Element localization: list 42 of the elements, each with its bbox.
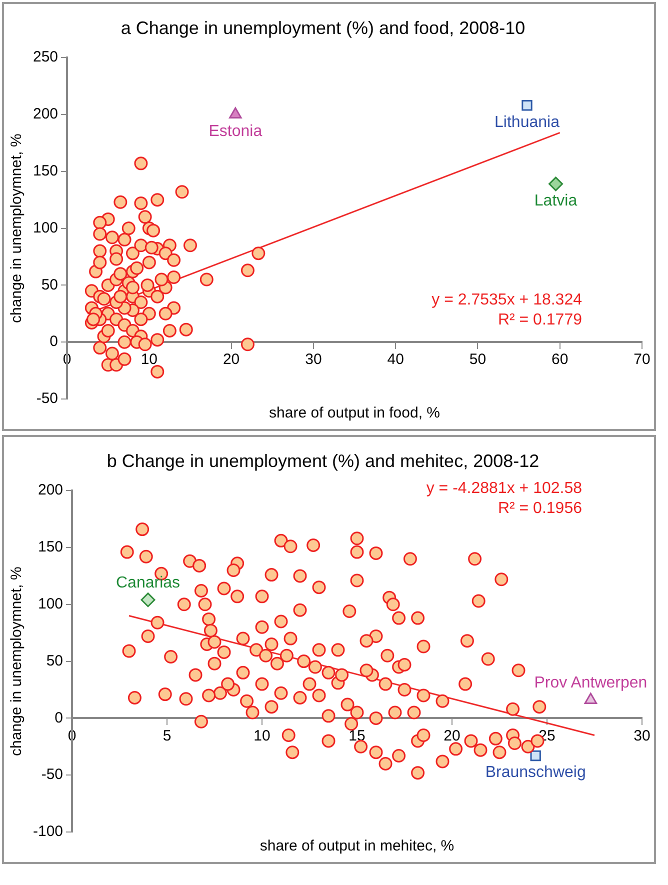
x-tick-label: 5: [162, 727, 172, 744]
annotation: R² = 0.1779: [498, 312, 582, 329]
annotation: R² = 0.1956: [498, 500, 582, 518]
series-label: Canarias: [116, 574, 180, 592]
chart-title: b Change in unemployment (%) and mehitec, 2008-12: [106, 450, 540, 471]
y-tick-label: -50: [41, 766, 64, 784]
annotation: y = 2.7535x + 18.324: [432, 292, 582, 309]
y-tick-label: 150: [32, 162, 58, 180]
y-tick-label: 50: [41, 276, 58, 294]
series-label: Estonia: [208, 122, 262, 140]
y-axis-title: change in unemploymnet, %: [8, 566, 26, 756]
x-tick-label: 20: [444, 727, 460, 744]
x-tick-label: 30: [305, 351, 322, 368]
chart-title: a Change in unemployment (%) and food, 2008-10: [120, 18, 526, 38]
y-tick-label: 250: [32, 48, 58, 66]
y-tick-label: 100: [32, 219, 58, 236]
x-tick-label: 70: [634, 351, 650, 368]
series-label: Lithuania: [494, 114, 560, 131]
x-tick-label: 20: [222, 351, 240, 368]
y-tick-label: 0: [50, 333, 58, 350]
x-tick-label: 15: [348, 727, 366, 744]
y-tick-label: -100: [32, 823, 64, 840]
y-axis-title: change in unemploymnet, %: [8, 134, 26, 323]
x-tick-label: 50: [469, 351, 486, 368]
x-axis-title: share of output in mehitec, %: [260, 838, 454, 855]
annotation: y = -4.2881x + 102.58: [426, 480, 582, 498]
y-tick-label: 100: [38, 596, 64, 613]
x-tick-label: 30: [634, 727, 650, 744]
x-axis-title: share of output in food, %: [269, 404, 440, 422]
series-label: Prov Antwerpen: [534, 674, 648, 692]
x-tick-label: 10: [140, 351, 158, 368]
x-tick-label: 60: [552, 351, 568, 368]
x-tick-label: 10: [254, 727, 270, 744]
series-label: Latvia: [534, 192, 578, 210]
y-tick-label: -50: [36, 390, 58, 408]
y-tick-label: 200: [38, 482, 64, 499]
y-tick-label: 200: [32, 106, 58, 123]
x-tick-label: 40: [387, 351, 404, 368]
y-tick-label: 0: [54, 709, 64, 726]
y-tick-label: 150: [38, 538, 64, 556]
y-tick-label: 50: [46, 652, 64, 670]
series-label: Braunschweig: [485, 764, 586, 782]
